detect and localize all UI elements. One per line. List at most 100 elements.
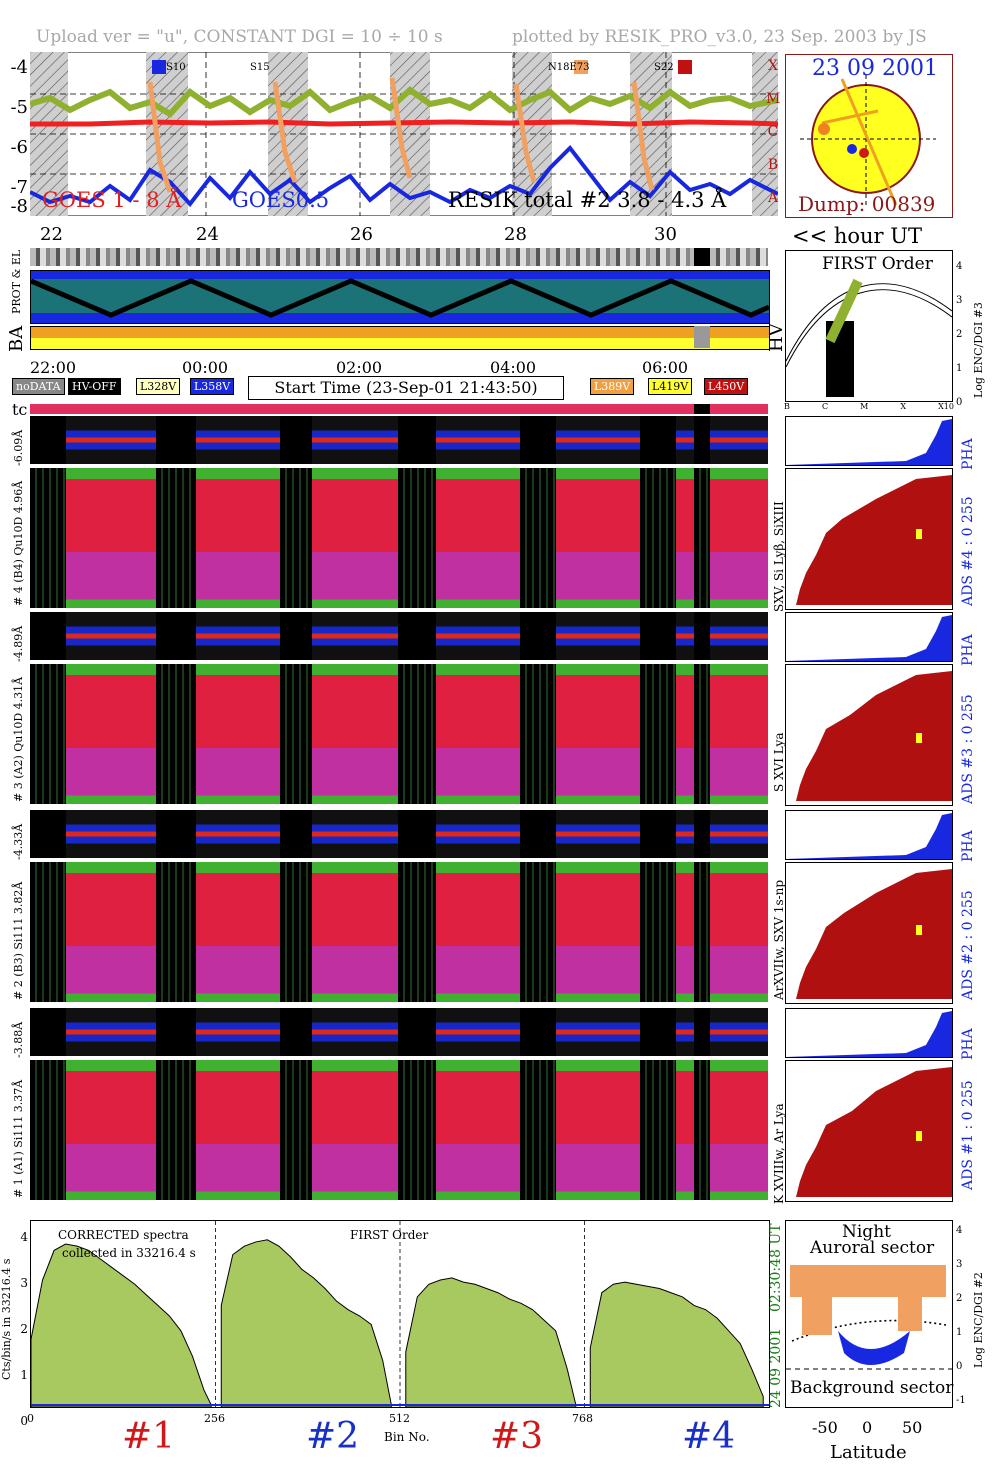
spectrogram-night-gap — [30, 1060, 66, 1200]
detector-label-2: #2 — [306, 1416, 360, 1457]
goes-long-curve — [30, 119, 779, 127]
pha-label: PHA — [960, 438, 976, 470]
latitude-x-tick: 0 — [862, 1418, 873, 1437]
goes-long-label: GOES 1 - 8 Å — [42, 188, 182, 212]
ion-label: ArXVIIw, SXV 1s-np — [772, 879, 786, 1000]
pha-night-gap — [280, 416, 312, 464]
spectrogram — [30, 862, 768, 1002]
latitude-y-ticks: 4 3 2 1 0 -1 — [956, 1214, 966, 1418]
pha-night-gap — [398, 1008, 436, 1056]
goes-y-tick: -6 — [10, 137, 28, 158]
header-left: Upload ver = "u", CONSTANT DGI = 10 ÷ 10… — [36, 27, 443, 47]
goes-y-tick: -5 — [10, 97, 28, 118]
goes-y-tick: -7 — [10, 177, 28, 198]
latitude-y-tick: 0 — [956, 1361, 963, 1372]
channel-pha-range: -3.88Å — [12, 1021, 25, 1058]
pha-histogram — [785, 1008, 953, 1058]
spectrogram-night-gap — [30, 862, 66, 1002]
first-order-y-tick: 1 — [956, 363, 963, 374]
day-tick: 24 — [196, 224, 219, 245]
goes-short-label: GOES0.5 — [232, 188, 330, 212]
spectrum-ylabel: Cts/bin/s in 33216.4 s — [0, 1258, 13, 1380]
pha-night-gap — [280, 612, 312, 660]
goes-y-ticks: -4 -5 -6 -7 — [0, 48, 28, 208]
channel-pha-range: -4.89Å — [12, 625, 25, 662]
pha-night-gap — [694, 416, 710, 464]
pha-strip — [30, 416, 768, 464]
first-order-x-ticks: B C M X X10 — [784, 402, 954, 411]
sun-date: 23 09 2001 — [812, 56, 938, 81]
pha-night-gap — [156, 612, 196, 660]
class-letter: A — [767, 190, 779, 206]
spectrum-xlabel: Bin No. — [384, 1430, 430, 1444]
pha-night-gap — [520, 1008, 556, 1056]
legend-l389: L389V — [590, 378, 635, 395]
spectrogram-night-gap — [156, 1060, 196, 1200]
legend-l358: L358V — [190, 378, 235, 395]
spectrogram-night-gap — [640, 664, 676, 804]
channel-label: # 2 (B3) Si111 3.82Å — [12, 881, 25, 1000]
ion-label: K XVIIIw, Ar Lya — [772, 1103, 786, 1204]
tc-strip — [30, 404, 768, 414]
spectrum-y-tick: 3 — [20, 1276, 28, 1290]
spectrogram-night-gap — [520, 664, 556, 804]
ads-histogram — [785, 1060, 953, 1202]
sun-panel — [785, 54, 953, 218]
channel-label: # 4 (B4) Qu10D 4.96Å — [12, 480, 25, 606]
day-tick: 28 — [504, 224, 527, 245]
spectrum-end-time: 02:30:48 UT — [768, 1223, 784, 1312]
spectrogram-night-gap — [30, 664, 66, 804]
first-order-x-tick: C — [821, 402, 829, 411]
tc-label: tc — [12, 400, 28, 419]
latitude-y-tick: 3 — [956, 1259, 963, 1270]
spectrogram-night-gap — [156, 664, 196, 804]
spectrogram-night-gap — [694, 468, 710, 608]
spectrum-y-ticks: 4 3 2 1 0 — [16, 1214, 28, 1444]
spectrogram-night-gap — [280, 1060, 312, 1200]
pha-strip — [30, 612, 768, 660]
channel-pha-range: -4.33Å — [12, 823, 25, 860]
pha-night-gap — [640, 416, 676, 464]
channel-pha-range: -6.09Å — [12, 429, 25, 466]
spectrum-x-tick: 256 — [204, 1412, 225, 1425]
first-order-x-tick: X — [900, 402, 907, 411]
prot-label: PROT & EL — [10, 249, 23, 314]
hv-label: HV — [766, 323, 787, 352]
sun-dump: Dump: 00839 — [798, 192, 936, 216]
mark-swatch-1 — [152, 60, 166, 74]
pha-night-gap — [640, 810, 676, 858]
goes-y-tick: -8 — [10, 196, 28, 217]
resik-total-curve — [29, 144, 779, 208]
pha-night-gap — [280, 1008, 312, 1056]
pha-night-gap — [398, 416, 436, 464]
spectrum-series-3 — [405, 1277, 577, 1408]
latitude-x-tick: 50 — [902, 1418, 923, 1437]
spectrum-series-4 — [589, 1281, 764, 1408]
legend-l328: L328V — [136, 378, 181, 395]
time-tick: 06:00 — [642, 358, 689, 377]
mark-label-1: S10 — [166, 62, 186, 73]
time-tick: 02:00 — [336, 358, 383, 377]
first-order-plot — [785, 278, 953, 397]
latitude-y-tick: 2 — [956, 1293, 963, 1304]
spectrum-x-tick: 512 — [389, 1412, 410, 1425]
spectrogram-night-gap — [280, 664, 312, 804]
time-tick: 22:00 — [30, 358, 77, 377]
spectrum-series-2 — [220, 1239, 392, 1408]
spectrogram-night-gap — [280, 468, 312, 608]
class-letter: B — [767, 157, 779, 173]
tc-gap — [694, 404, 710, 414]
first-order-panel — [785, 250, 953, 402]
latitude-ylabel: Log ENC/DGI #2 — [972, 1272, 985, 1368]
pha-night-gap — [520, 416, 556, 464]
mark-swatch-4 — [678, 60, 692, 74]
pha-strip — [30, 810, 768, 858]
spectrogram-night-gap — [640, 862, 676, 1002]
spectrogram-night-gap — [694, 862, 710, 1002]
spectrogram-night-gap — [694, 1060, 710, 1200]
spectrogram-night-gap — [398, 1060, 436, 1200]
pha-night-gap — [156, 1008, 196, 1056]
spectrogram — [30, 664, 768, 804]
spectrogram — [30, 1060, 768, 1200]
spectrogram-night-gap — [30, 468, 66, 608]
